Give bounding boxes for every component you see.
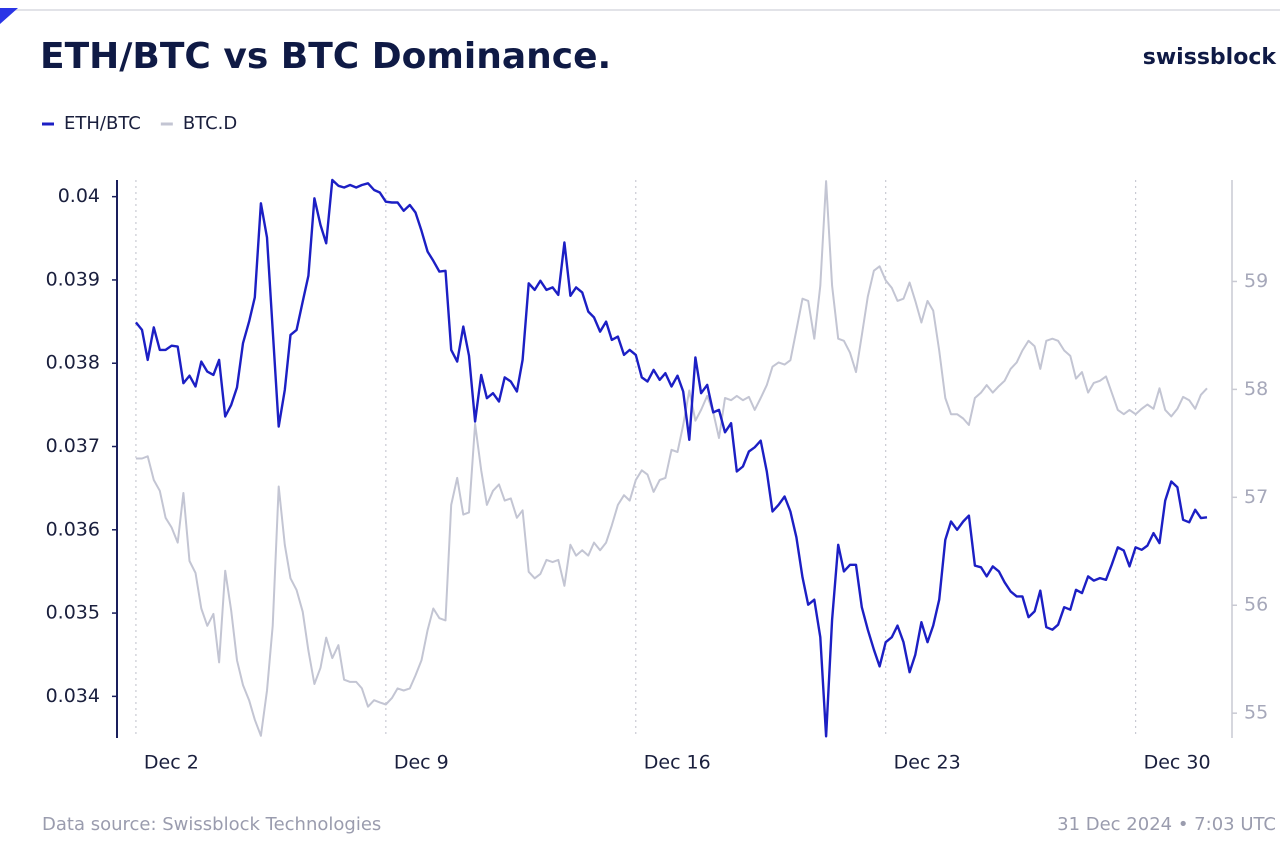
timestamp: 31 Dec 2024 • 7:03 UTC xyxy=(1057,814,1276,835)
y-tick-label: 0.038 xyxy=(46,352,100,374)
x-tick-label: Dec 16 xyxy=(644,752,711,774)
series-line xyxy=(134,178,1208,738)
y2-tick-label: 59 xyxy=(1244,270,1268,292)
y2-tick-label: 56 xyxy=(1244,594,1268,616)
x-tick-label: Dec 2 xyxy=(144,752,199,774)
x-tick-label: Dec 30 xyxy=(1144,752,1211,774)
corner-mark xyxy=(0,8,18,24)
y2-tick-label: 58 xyxy=(1244,378,1268,400)
legend-label: ETH/BTC xyxy=(64,113,141,134)
x-tick-label: Dec 9 xyxy=(394,752,449,774)
y-tick-label: 0.036 xyxy=(46,518,100,540)
y2-tick-label: 57 xyxy=(1244,486,1268,508)
y-tick-label: 0.034 xyxy=(46,685,100,707)
y2-tick-label: 55 xyxy=(1244,702,1268,724)
y-tick-label: 0.035 xyxy=(46,602,100,624)
x-tick-label: Dec 23 xyxy=(894,752,961,774)
series-line xyxy=(135,180,1208,737)
source-note: Data source: Swissblock Technologies xyxy=(42,814,381,835)
y-tick-label: 0.04 xyxy=(58,185,100,207)
brand: swissblock xyxy=(1143,45,1278,70)
y-tick-label: 0.039 xyxy=(46,268,100,290)
y-tick-label: 0.037 xyxy=(46,435,100,457)
chart-title: ETH/BTC vs BTC Dominance. xyxy=(40,36,611,77)
legend-label: BTC.D xyxy=(183,113,237,134)
